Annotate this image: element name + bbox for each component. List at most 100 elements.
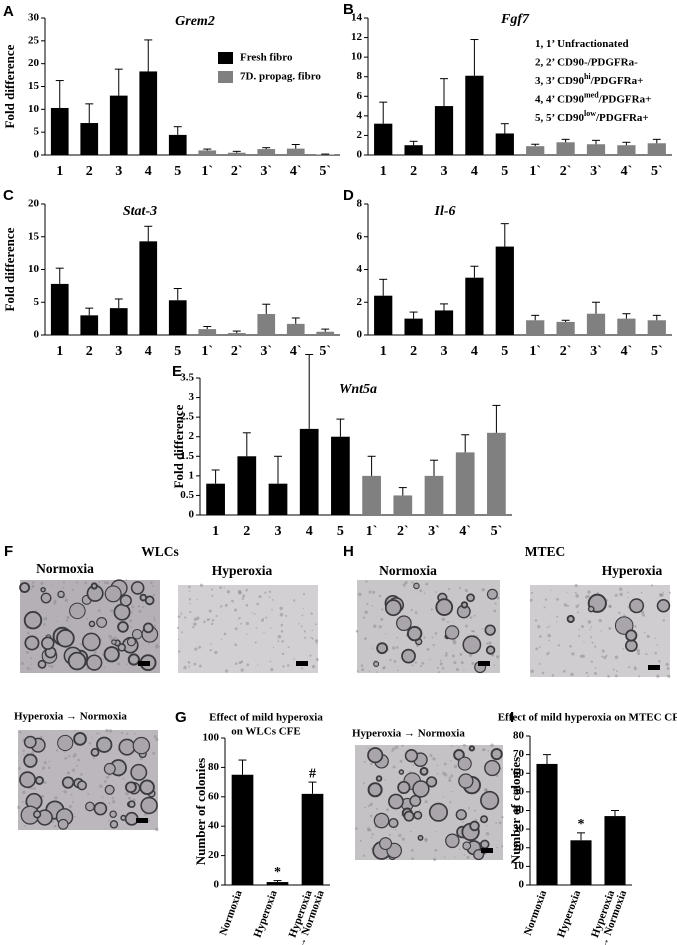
speck — [268, 596, 271, 598]
speck — [97, 609, 101, 613]
y-axis-label: Fold difference — [2, 227, 17, 311]
bar — [168, 134, 187, 155]
x-tick-label: 1` — [529, 164, 541, 179]
speck — [448, 776, 451, 779]
speck — [233, 608, 238, 612]
x-tick-label: 4 — [471, 344, 478, 359]
bar — [198, 329, 217, 335]
speck — [646, 653, 648, 655]
speck — [279, 606, 283, 611]
speck — [181, 631, 183, 634]
micrograph — [355, 743, 504, 862]
speck — [384, 779, 386, 781]
y-axis-label: Number of colonies — [508, 757, 523, 864]
speck — [425, 583, 427, 586]
speck — [211, 594, 214, 597]
x-tick-label: 3` — [260, 344, 272, 359]
speck — [548, 639, 550, 642]
colony — [485, 645, 496, 655]
speck — [269, 627, 272, 629]
colony — [85, 801, 95, 812]
speck — [138, 609, 142, 613]
speck — [411, 581, 414, 584]
y-tick-label: 8 — [357, 198, 363, 210]
speck — [441, 617, 446, 622]
y-tick-label: 6 — [357, 90, 363, 102]
speck — [382, 666, 385, 670]
image-label: Normoxia — [379, 563, 437, 578]
speck — [310, 612, 313, 615]
speck — [494, 602, 497, 605]
colony — [118, 738, 136, 756]
speck — [418, 809, 421, 811]
y-tick-label: 40 — [208, 820, 220, 832]
y-tick-label: 3.5 — [180, 372, 194, 384]
speck — [364, 637, 367, 641]
speck — [293, 658, 296, 660]
speck — [448, 778, 452, 783]
colony — [117, 621, 129, 633]
speck — [39, 735, 43, 739]
speck — [240, 668, 244, 672]
colony — [419, 766, 429, 776]
speck — [392, 765, 396, 769]
speck — [574, 591, 577, 594]
speck — [435, 591, 437, 593]
bar — [198, 150, 217, 155]
speck — [430, 608, 433, 611]
speck — [43, 616, 48, 621]
speck — [141, 605, 144, 608]
speck — [378, 625, 382, 629]
speck — [459, 586, 462, 589]
speck — [464, 588, 469, 593]
colony — [468, 745, 476, 752]
speck — [368, 590, 372, 594]
speck — [550, 589, 552, 591]
speck — [438, 671, 441, 674]
chart-title: Wnt5a — [339, 382, 377, 397]
speck — [126, 732, 129, 735]
y-tick-label: 15 — [28, 80, 40, 92]
speck — [566, 605, 569, 608]
scale-bar — [478, 661, 490, 666]
speck — [399, 759, 403, 763]
speck — [370, 762, 373, 766]
speck — [364, 806, 366, 809]
speck — [66, 615, 70, 620]
speck — [111, 796, 115, 800]
speck — [314, 639, 319, 643]
speck — [435, 831, 438, 833]
speck — [662, 591, 665, 594]
speck — [481, 628, 483, 630]
y-tick-label: 20 — [28, 57, 40, 69]
speck — [113, 637, 115, 639]
speck — [614, 655, 619, 660]
y-tick-label: 8 — [357, 70, 363, 82]
speck — [473, 809, 476, 812]
speck — [650, 584, 654, 587]
speck — [571, 652, 575, 656]
x-tick-label: 3 — [115, 164, 122, 179]
speck — [644, 652, 647, 655]
speck — [188, 590, 191, 592]
speck — [446, 621, 449, 623]
speck — [656, 674, 660, 678]
speck — [614, 593, 618, 597]
speck — [436, 667, 439, 669]
colony — [401, 648, 416, 664]
speck — [473, 614, 476, 617]
speck — [33, 787, 36, 790]
speck — [643, 632, 646, 634]
speck — [654, 637, 656, 639]
speck — [70, 793, 73, 796]
colony — [444, 625, 460, 640]
speck — [374, 826, 377, 828]
speck — [302, 593, 306, 596]
speck — [193, 662, 197, 666]
colony — [457, 756, 472, 771]
bar — [556, 142, 575, 155]
speck — [198, 645, 202, 649]
speck — [424, 838, 428, 843]
speck — [590, 636, 593, 639]
y-axis-label: Fold difference — [2, 44, 17, 128]
